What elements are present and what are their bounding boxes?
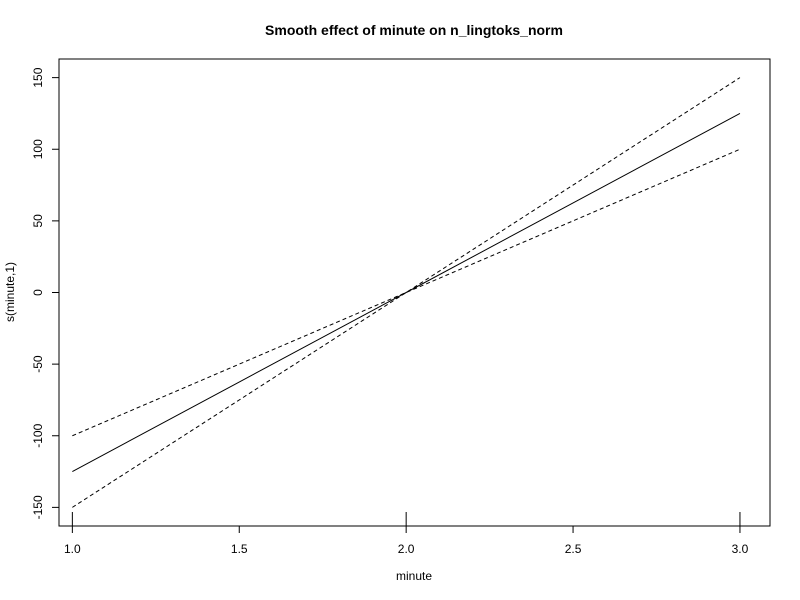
plot-frame — [58, 58, 771, 527]
rug-marks — [71, 512, 741, 526]
x-axis-label: minute — [396, 569, 432, 583]
confidence-band-line — [72, 77, 741, 508]
y-tick-label: -50 — [31, 355, 45, 373]
y-tick-label: 0 — [31, 289, 45, 296]
x-tick-label: 2.0 — [398, 542, 415, 556]
x-tick-label: 2.5 — [565, 542, 582, 556]
y-axis: -150 -100 -50 0 50 100 150 — [31, 67, 60, 519]
x-tick-label: 1.5 — [231, 542, 248, 556]
y-tick-label: 100 — [31, 139, 45, 159]
x-tick-label: 3.0 — [732, 542, 749, 556]
x-tick-label: 1.0 — [64, 542, 81, 556]
y-tick-label: -150 — [31, 495, 45, 519]
confidence-band-line — [72, 148, 741, 437]
y-axis-label: s(minute,1) — [3, 262, 17, 322]
chart-title: Smooth effect of minute on n_lingtoks_no… — [265, 22, 563, 38]
y-tick-label: 150 — [31, 67, 45, 87]
smooth-effect-line — [72, 112, 741, 473]
series-lines — [72, 77, 741, 508]
x-axis: 1.0 1.5 2.0 2.5 3.0 — [64, 525, 749, 556]
y-tick-label: -100 — [31, 423, 45, 447]
y-tick-label: 50 — [31, 214, 45, 228]
